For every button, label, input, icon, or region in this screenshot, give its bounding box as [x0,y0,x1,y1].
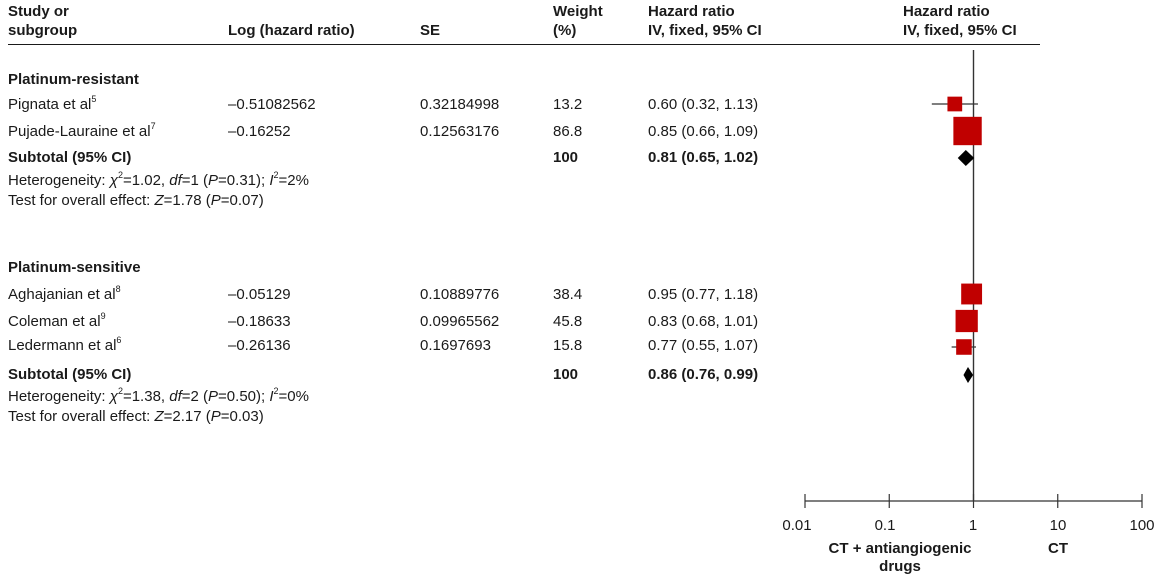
study-se: 0.32184998 [420,96,500,113]
forest-plot [804,50,1143,508]
header-weight-2: (%) [553,22,577,39]
study-loghr: –0.16252 [228,123,291,140]
study-name: Pujade-Lauraine et al7 [8,121,156,141]
study-se: 0.09965562 [420,313,500,330]
axis-tick-label: 0.01 [782,517,812,534]
subtotal-label: Subtotal (95% CI) [8,149,132,166]
subtotal-diamond [957,150,975,166]
study-ci: 0.60 (0.32, 1.13) [648,96,759,113]
study-name: Ledermann et al6 [8,335,122,355]
study-ci: 0.95 (0.77, 1.18) [648,286,759,303]
study-loghr: –0.05129 [228,286,291,303]
group-title-resistant: Platinum-resistant [8,71,139,88]
favours-left-label-1: CT + antiangiogenic [828,540,972,557]
axis-tick-label: 10 [1049,517,1067,534]
header-study-1: Study or [8,3,69,20]
heterogeneity-text: Heterogeneity: χ2=1.02, df=1 (P=0.31); I… [8,170,309,190]
study-ci: 0.85 (0.66, 1.09) [648,123,759,140]
subtotal-label: Subtotal (95% CI) [8,366,132,383]
favours-right-label: CT [1048,540,1068,557]
study-name: Pignata et al5 [8,94,97,114]
header-hr-plot-2: IV, fixed, 95% CI [903,22,1017,39]
study-loghr: –0.51082562 [228,96,316,113]
study-ci: 0.77 (0.55, 1.07) [648,337,759,354]
favours-left-label-2: drugs [879,558,921,575]
study-marker [961,283,983,305]
header-weight-1: Weight [553,3,603,20]
study-marker [955,309,978,333]
study-loghr: –0.26136 [228,337,291,354]
heterogeneity-text: Heterogeneity: χ2=1.38, df=2 (P=0.50); I… [8,386,309,406]
study-marker [947,96,963,112]
study-name: Aghajanian et al8 [8,284,121,304]
study-weight: 86.8 [553,123,583,140]
header-se: SE [420,22,441,39]
study-weight: 38.4 [553,286,583,303]
axis-tick-label: 1 [968,517,978,534]
study-se: 0.1697693 [420,337,491,354]
study-ci: 0.83 (0.68, 1.01) [648,313,759,330]
header-hr-text-1: Hazard ratio [648,3,735,20]
study-name: Coleman et al9 [8,311,106,331]
study-loghr: –0.18633 [228,313,291,330]
study-marker [953,116,982,146]
group-title-sensitive: Platinum-sensitive [8,259,141,276]
subtotal-weight: 100 [553,366,579,383]
overall-effect-text: Test for overall effect: Z=2.17 (P=0.03) [8,408,264,425]
overall-effect-text: Test for overall effect: Z=1.78 (P=0.07) [8,192,264,209]
study-weight: 13.2 [553,96,583,113]
axis-tick-label: 0.1 [874,517,896,534]
header-hr-plot-1: Hazard ratio [903,3,990,20]
axis-tick-label: 100 [1129,517,1155,534]
subtotal-weight: 100 [553,149,579,166]
header-loghr: Log (hazard ratio) [228,22,355,39]
study-marker [956,339,972,355]
study-se: 0.10889776 [420,286,500,303]
header-study-2: subgroup [8,22,78,39]
subtotal-diamond [963,367,974,383]
study-se: 0.12563176 [420,123,500,140]
study-weight: 15.8 [553,337,583,354]
subtotal-ci: 0.86 (0.76, 0.99) [648,366,759,383]
header-divider [8,44,1040,45]
study-weight: 45.8 [553,313,583,330]
subtotal-ci: 0.81 (0.65, 1.02) [648,149,759,166]
header-hr-text-2: IV, fixed, 95% CI [648,22,762,39]
